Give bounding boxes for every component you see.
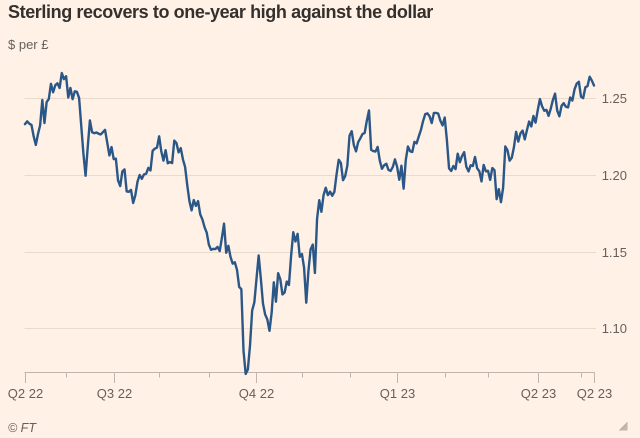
x-axis-label: Q2 23 bbox=[521, 386, 556, 401]
x-axis-label: Q2 22 bbox=[8, 386, 43, 401]
copyright-label: © FT bbox=[8, 421, 36, 435]
y-axis-label: 1.25 bbox=[602, 91, 627, 106]
y-axis-label: 1.20 bbox=[602, 168, 627, 183]
y-axis-label: 1.15 bbox=[602, 245, 627, 260]
x-axis-label: Q3 22 bbox=[97, 386, 132, 401]
x-axis-label: Q1 23 bbox=[380, 386, 415, 401]
chart-units-label: $ per £ bbox=[8, 37, 49, 52]
x-axis-label: Q4 22 bbox=[239, 386, 274, 401]
price-line bbox=[23, 71, 596, 376]
y-axis-label: 1.10 bbox=[602, 321, 627, 336]
resize-handle-icon[interactable] bbox=[618, 421, 629, 432]
chart-title: Sterling recovers to one-year high again… bbox=[8, 2, 433, 22]
x-axis-label: Q2 23 bbox=[577, 386, 612, 401]
